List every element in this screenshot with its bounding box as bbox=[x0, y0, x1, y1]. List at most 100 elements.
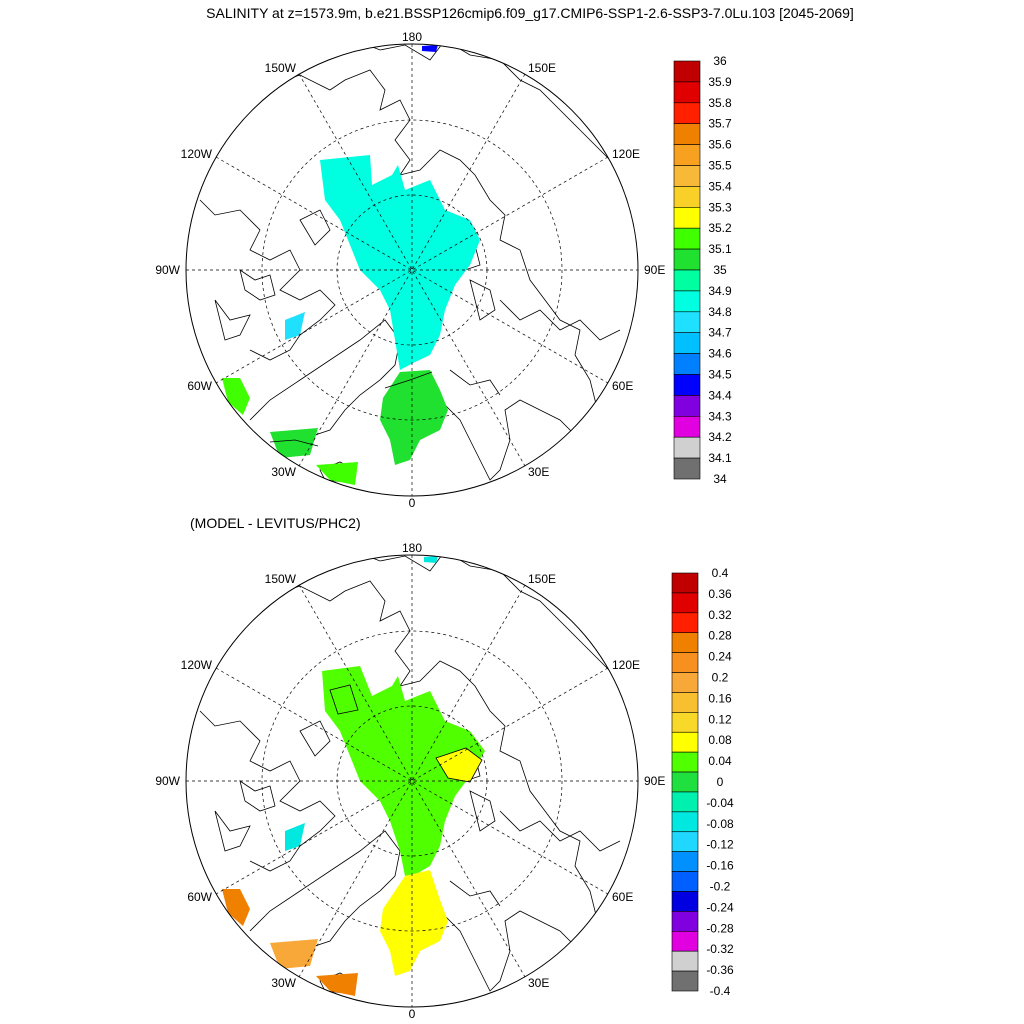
colorbar-label: 35.7 bbox=[708, 117, 732, 131]
colorbar-swatch bbox=[671, 672, 699, 693]
map-border-bottom bbox=[185, 554, 639, 1008]
colorbar-swatch bbox=[671, 791, 699, 813]
colorbar-label: -0.2 bbox=[710, 880, 731, 894]
colorbar-swatch bbox=[671, 771, 699, 793]
colorbar-label: 35.9 bbox=[708, 75, 732, 89]
colorbar-swatch bbox=[673, 123, 701, 145]
lon-label-150w: 150W bbox=[265, 61, 297, 75]
colorbar-swatch bbox=[673, 374, 701, 396]
colorbar-label: -0.4 bbox=[710, 984, 731, 998]
colorbar-swatch bbox=[671, 612, 699, 634]
colorbar-swatch bbox=[671, 592, 699, 614]
colorbar-label: 35.5 bbox=[708, 159, 732, 173]
colorbar-label: 34.4 bbox=[708, 388, 732, 402]
colorbar-swatch bbox=[671, 891, 699, 912]
lon-label-150e: 150E bbox=[528, 572, 556, 586]
colorbar-label: 0.04 bbox=[708, 754, 732, 768]
colorbar-label: -0.28 bbox=[706, 921, 734, 935]
colorbar-swatch bbox=[671, 911, 699, 932]
map-border-top bbox=[185, 43, 639, 497]
colorbar-swatch bbox=[673, 102, 701, 125]
colorbar-label: 0 bbox=[717, 775, 724, 789]
colorbar-label: -0.12 bbox=[706, 838, 734, 852]
colorbar-swatch bbox=[671, 632, 699, 653]
colorbar-label: 0.32 bbox=[708, 608, 732, 622]
main-title: SALINITY at z=1573.9m, b.e21.BSSP126cmip… bbox=[206, 5, 854, 21]
colorbar-swatch bbox=[671, 930, 699, 952]
colorbar-swatch bbox=[671, 731, 699, 753]
colorbar-label: 34.7 bbox=[708, 326, 732, 340]
colorbar-label: 35.3 bbox=[708, 200, 732, 214]
lon-label-60w: 60W bbox=[187, 890, 212, 904]
colorbar-swatch bbox=[673, 248, 701, 271]
colorbar-label: -0.08 bbox=[706, 817, 734, 831]
graticule-top bbox=[186, 44, 638, 496]
colorbar-label: 0.28 bbox=[708, 629, 732, 643]
colorbar-swatch bbox=[673, 353, 701, 375]
colorbar-top: 36 35.9 35.8 35.7 35.6 35.5 35.4 35.3 35.2 35.1 35… bbox=[673, 54, 732, 486]
lon-label-90e: 90E bbox=[644, 774, 665, 788]
colorbar-label: 34.1 bbox=[708, 451, 732, 465]
lon-label-60e: 60E bbox=[612, 379, 633, 393]
colorbar-label: 0.16 bbox=[708, 691, 732, 705]
colorbar-label: 34.5 bbox=[708, 368, 732, 382]
lon-label-90w: 90W bbox=[155, 263, 180, 277]
colorbar-label: 0.24 bbox=[708, 650, 732, 664]
colorbar-label: -0.24 bbox=[706, 900, 734, 914]
salinity-field-top bbox=[222, 45, 480, 485]
colorbar-label: 34.8 bbox=[708, 305, 732, 319]
colorbar-swatch bbox=[673, 60, 701, 83]
colorbar-swatch bbox=[671, 811, 699, 833]
graticule-bottom bbox=[186, 555, 638, 1007]
colorbar-swatch bbox=[673, 290, 701, 313]
colorbar-swatch bbox=[673, 81, 701, 104]
colorbar-label: 0.12 bbox=[708, 712, 732, 726]
colorbar-label: -0.04 bbox=[706, 796, 734, 810]
colorbar-swatch bbox=[673, 186, 701, 208]
colorbar-label: 0.4 bbox=[712, 566, 729, 580]
colorbar-swatch bbox=[671, 751, 699, 773]
colorbar-label: 0.2 bbox=[712, 671, 729, 685]
colorbar-swatch bbox=[673, 227, 701, 250]
colorbar-swatch bbox=[671, 572, 699, 594]
lon-label-0: 0 bbox=[409, 1007, 416, 1021]
colorbar-swatch bbox=[673, 269, 701, 292]
lon-label-60e: 60E bbox=[612, 890, 633, 904]
lon-label-180: 180 bbox=[402, 541, 422, 555]
lon-label-90w: 90W bbox=[155, 774, 180, 788]
lon-label-120w: 120W bbox=[181, 658, 213, 672]
colorbar-label: 34 bbox=[713, 472, 727, 486]
colorbar-label: 34.6 bbox=[708, 347, 732, 361]
map-bottom: 180 0 90W 90E 150W 150E 120W 120E 60W 60… bbox=[155, 541, 665, 1021]
lon-label-120e: 120E bbox=[612, 147, 640, 161]
colorbar-label: 34.2 bbox=[708, 430, 732, 444]
colorbar-swatch bbox=[673, 332, 701, 354]
colorbar-bottom: 0.4 0.36 0.32 0.28 0.24 0.2 0.16 0.12 0.08 0.04 0 -… bbox=[671, 566, 734, 998]
colorbar-label: 36 bbox=[713, 54, 727, 68]
colorbar-label: 34.9 bbox=[708, 284, 732, 298]
colorbar-swatch bbox=[673, 207, 701, 229]
colorbar-swatch bbox=[673, 436, 701, 459]
colorbar-label: 35.1 bbox=[708, 242, 732, 256]
colorbar-label: 35.2 bbox=[708, 221, 732, 235]
colorbar-label: -0.36 bbox=[706, 963, 734, 977]
colorbar-label: 0.36 bbox=[708, 587, 732, 601]
colorbar-label: 35.8 bbox=[708, 96, 732, 110]
colorbar-swatch bbox=[671, 950, 699, 972]
colorbar-label: 35 bbox=[713, 263, 727, 277]
colorbar-label: -0.32 bbox=[706, 942, 734, 956]
lon-label-0: 0 bbox=[409, 496, 416, 510]
colorbar-swatch bbox=[673, 165, 701, 187]
lon-label-90e: 90E bbox=[644, 263, 665, 277]
colorbar-swatch bbox=[671, 652, 699, 673]
colorbar-swatch bbox=[673, 415, 701, 438]
lon-label-150w: 150W bbox=[265, 572, 297, 586]
colorbar-swatch bbox=[671, 970, 699, 992]
lon-labels-bottom: 180 0 90W 90E 150W 150E 120W 120E 60W 60… bbox=[155, 541, 665, 1021]
colorbar-swatch bbox=[673, 395, 701, 417]
difference-field-bottom bbox=[222, 556, 485, 996]
lon-label-120e: 120E bbox=[612, 658, 640, 672]
lon-label-180: 180 bbox=[402, 30, 422, 44]
lon-label-30w: 30W bbox=[271, 976, 296, 990]
